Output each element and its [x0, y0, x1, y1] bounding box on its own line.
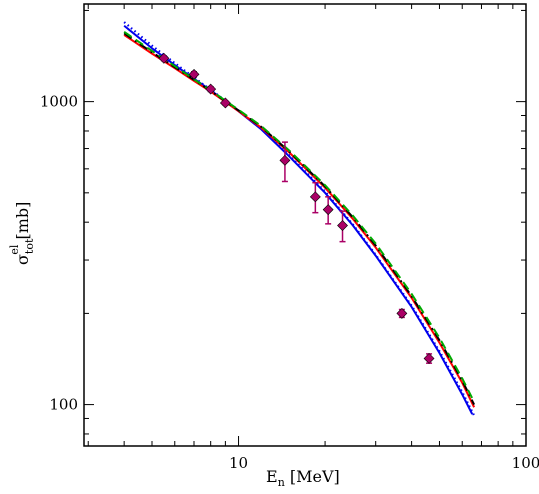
series-line-dotted [123, 21, 476, 417]
data-point-diamond [219, 97, 231, 109]
data-point-diamond [205, 83, 217, 95]
series-line-solid [123, 24, 474, 415]
model-curves [123, 21, 476, 417]
data-point-diamond [309, 191, 321, 203]
plot-frame [83, 3, 527, 447]
axis-ticks [84, 4, 527, 446]
data-point-diamond [158, 52, 170, 64]
tick-labels: 10 100 100 1000 [40, 93, 539, 472]
x-tick-label: 100 [512, 454, 539, 472]
data-point-diamond [337, 220, 348, 231]
y-tick-label: 100 [49, 396, 78, 414]
y-axis-label: σtotel [mb] [8, 202, 36, 265]
x-axis-label: En [MeV] [266, 467, 340, 489]
series-line-dashed [123, 30, 476, 403]
series-line-solid [123, 34, 476, 408]
data-point-diamond [322, 204, 334, 216]
y-tick-label: 1000 [40, 93, 78, 111]
data-point-diamond [279, 154, 291, 166]
data-point-diamond [423, 353, 435, 364]
data-point-diamond [396, 307, 408, 319]
data-point-diamond [188, 68, 200, 80]
experimental-data [158, 52, 435, 364]
x-tick-label: 10 [229, 454, 248, 472]
series-line-dash-dot [123, 32, 476, 406]
